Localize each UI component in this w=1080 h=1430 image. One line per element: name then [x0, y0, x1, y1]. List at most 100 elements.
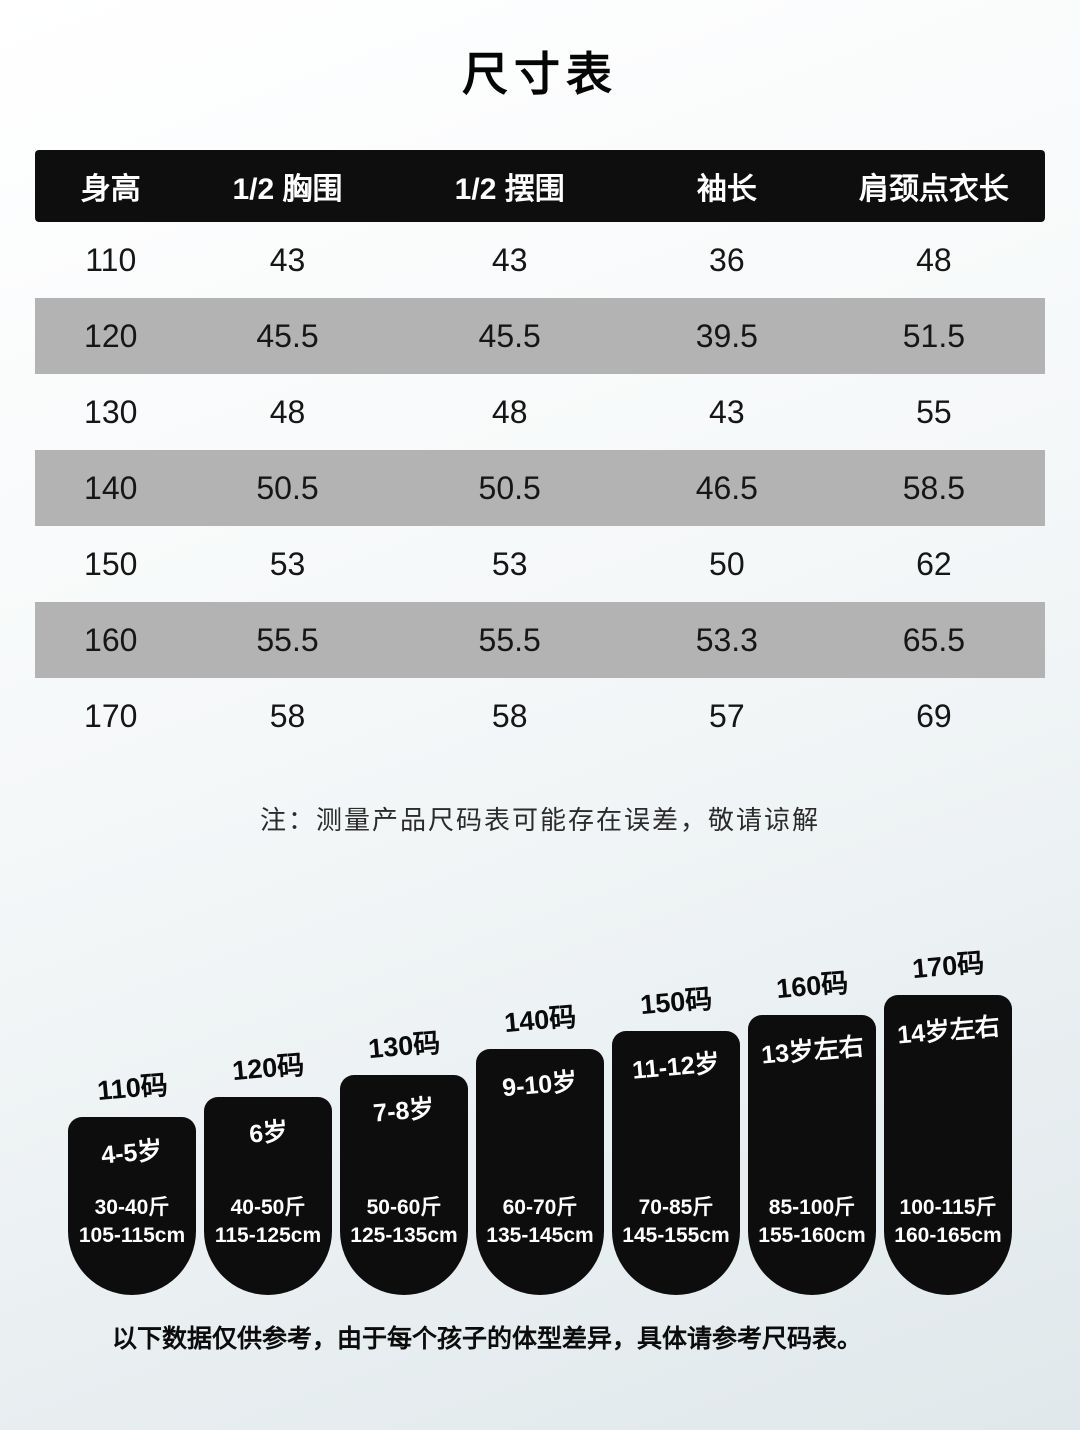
cell-sleeve: 53.3	[695, 621, 758, 658]
cell-height: 170	[84, 697, 138, 734]
weight-height-range: 40-50斤 115-125cm	[215, 1194, 321, 1249]
height-range: 135-145cm	[486, 1223, 594, 1247]
measurement-note: 注：测量产品尺码表可能存在误差，敬请谅解	[259, 805, 820, 835]
age-label: 11-12岁	[631, 1049, 722, 1085]
cell-chest: 43	[269, 241, 306, 278]
weight-height-range: 30-40斤 105-115cm	[79, 1194, 185, 1249]
garment-silhouette: 6岁 40-50斤 115-125cm	[204, 1097, 332, 1295]
garment-silhouette: 7-8岁 50-60斤 125-135cm	[340, 1075, 468, 1295]
cell-sleeve: 46.5	[695, 469, 758, 506]
weight-range: 100-115斤	[899, 1196, 997, 1220]
cell-hem: 45.5	[478, 317, 541, 354]
age-label: 6岁	[247, 1117, 289, 1149]
weight-range: 85-100斤	[768, 1196, 856, 1220]
size-code-label: 110码	[95, 1069, 169, 1107]
cell-length: 62	[916, 545, 952, 582]
garment-silhouette: 9-10岁 60-70斤 135-145cm	[476, 1049, 604, 1295]
size-code-label: 170码	[911, 947, 986, 985]
size-silhouette-chart: 110码 4-5岁 30-40斤 105-115cm 120码 6岁 40-50…	[68, 948, 1012, 1295]
cell-chest: 50.5	[256, 469, 319, 506]
cell-hem: 55.5	[478, 621, 541, 658]
height-range: 115-125cm	[214, 1223, 322, 1247]
table-row: 120 45.5 45.5 39.5 51.5	[35, 298, 1045, 374]
cell-length: 48	[916, 241, 952, 278]
size-chart-page: 尺寸表 身高 1/2 胸围 1/2 摆围 袖长 肩颈点衣长 110 43 43 …	[0, 38, 1080, 1355]
size-table: 身高 1/2 胸围 1/2 摆围 袖长 肩颈点衣长 110 43 43 36 4…	[35, 150, 1045, 754]
col-header-height: 身高	[80, 173, 141, 206]
cell-length: 55	[916, 393, 952, 430]
weight-range: 50-60斤	[366, 1196, 442, 1220]
size-code-label: 140码	[503, 1001, 578, 1039]
table-row: 160 55.5 55.5 53.3 65.5	[35, 602, 1045, 678]
garment-silhouette: 14岁左右 100-115斤 160-165cm	[884, 995, 1012, 1295]
size-code-label: 150码	[639, 983, 714, 1021]
size-code-label: 160码	[775, 967, 850, 1005]
cell-sleeve: 39.5	[695, 317, 758, 354]
height-range: 105-115cm	[78, 1223, 186, 1247]
cell-length: 65.5	[902, 621, 966, 658]
col-header-half-hem: 1/2 摆围	[454, 173, 565, 206]
cell-hem: 48	[491, 393, 528, 430]
height-range: 155-160cm	[758, 1223, 866, 1247]
page-title: 尺寸表	[462, 48, 618, 100]
table-row: 150 53 53 50 62	[35, 526, 1045, 602]
garment-silhouette: 13岁左右 85-100斤 155-160cm	[748, 1015, 876, 1295]
height-range: 160-165cm	[894, 1223, 1002, 1247]
height-range: 145-155cm	[622, 1223, 730, 1247]
age-label: 13岁左右	[759, 1032, 865, 1070]
size-column-110: 110码 4-5岁 30-40斤 105-115cm	[68, 1066, 196, 1295]
size-column-150: 150码 11-12岁 70-85斤 145-155cm	[612, 980, 740, 1295]
cell-height: 110	[85, 241, 137, 278]
age-label: 7-8岁	[372, 1094, 436, 1128]
cell-length: 58.5	[902, 469, 966, 506]
cell-chest: 55.5	[256, 621, 319, 658]
size-column-140: 140码 9-10岁 60-70斤 135-145cm	[476, 998, 604, 1295]
weight-height-range: 85-100斤 155-160cm	[758, 1194, 865, 1249]
cell-chest: 45.5	[256, 317, 319, 354]
size-column-130: 130码 7-8岁 50-60斤 125-135cm	[340, 1024, 468, 1295]
col-header-half-chest: 1/2 胸围	[232, 173, 343, 206]
size-table-header-row: 身高 1/2 胸围 1/2 摆围 袖长 肩颈点衣长	[35, 150, 1045, 222]
cell-sleeve: 50	[709, 545, 745, 582]
weight-range: 60-70斤	[502, 1196, 578, 1220]
cell-length: 51.5	[902, 317, 966, 354]
age-label: 9-10岁	[501, 1067, 579, 1103]
cell-length: 69	[916, 697, 952, 734]
cell-height: 140	[84, 469, 138, 506]
cell-height: 120	[84, 317, 138, 354]
garment-silhouette: 11-12岁 70-85斤 145-155cm	[612, 1031, 740, 1295]
cell-height: 150	[84, 545, 138, 582]
weight-height-range: 60-70斤 135-145cm	[486, 1194, 593, 1249]
table-row: 110 43 43 36 48	[35, 222, 1045, 298]
weight-range: 70-85斤	[638, 1196, 714, 1220]
size-column-120: 120码 6岁 40-50斤 115-125cm	[204, 1046, 332, 1295]
weight-range: 40-50斤	[230, 1196, 306, 1220]
cell-sleeve: 43	[709, 393, 745, 430]
size-column-170: 170码 14岁左右 100-115斤 160-165cm	[884, 944, 1012, 1295]
cell-chest: 58	[269, 697, 306, 734]
garment-silhouette: 4-5岁 30-40斤 105-115cm	[68, 1117, 196, 1295]
footer-note: 以下数据仅供参考，由于每个孩子的体型差异，具体请参考尺码表。	[112, 1325, 863, 1353]
col-header-sleeve: 袖长	[696, 173, 757, 206]
weight-range: 30-40斤	[94, 1196, 170, 1220]
cell-hem: 50.5	[478, 469, 541, 506]
weight-height-range: 70-85斤 145-155cm	[622, 1194, 729, 1249]
height-range: 125-135cm	[350, 1223, 458, 1247]
cell-hem: 58	[491, 697, 528, 734]
cell-sleeve: 36	[709, 241, 745, 278]
cell-height: 130	[84, 393, 138, 430]
size-column-160: 160码 13岁左右 85-100斤 155-160cm	[748, 964, 876, 1295]
cell-hem: 53	[491, 545, 528, 582]
cell-chest: 53	[269, 545, 306, 582]
weight-height-range: 50-60斤 125-135cm	[350, 1194, 457, 1249]
table-row: 130 48 48 43 55	[35, 374, 1045, 450]
cell-hem: 43	[491, 241, 528, 278]
cell-height: 160	[84, 621, 138, 658]
cell-chest: 48	[269, 393, 306, 430]
table-row: 140 50.5 50.5 46.5 58.5	[35, 450, 1045, 526]
size-code-label: 130码	[367, 1027, 442, 1065]
table-row: 170 58 58 57 69	[35, 678, 1045, 754]
size-code-label: 120码	[231, 1049, 306, 1087]
col-header-shoulder-length: 肩颈点衣长	[858, 173, 1009, 206]
cell-sleeve: 57	[709, 697, 745, 734]
